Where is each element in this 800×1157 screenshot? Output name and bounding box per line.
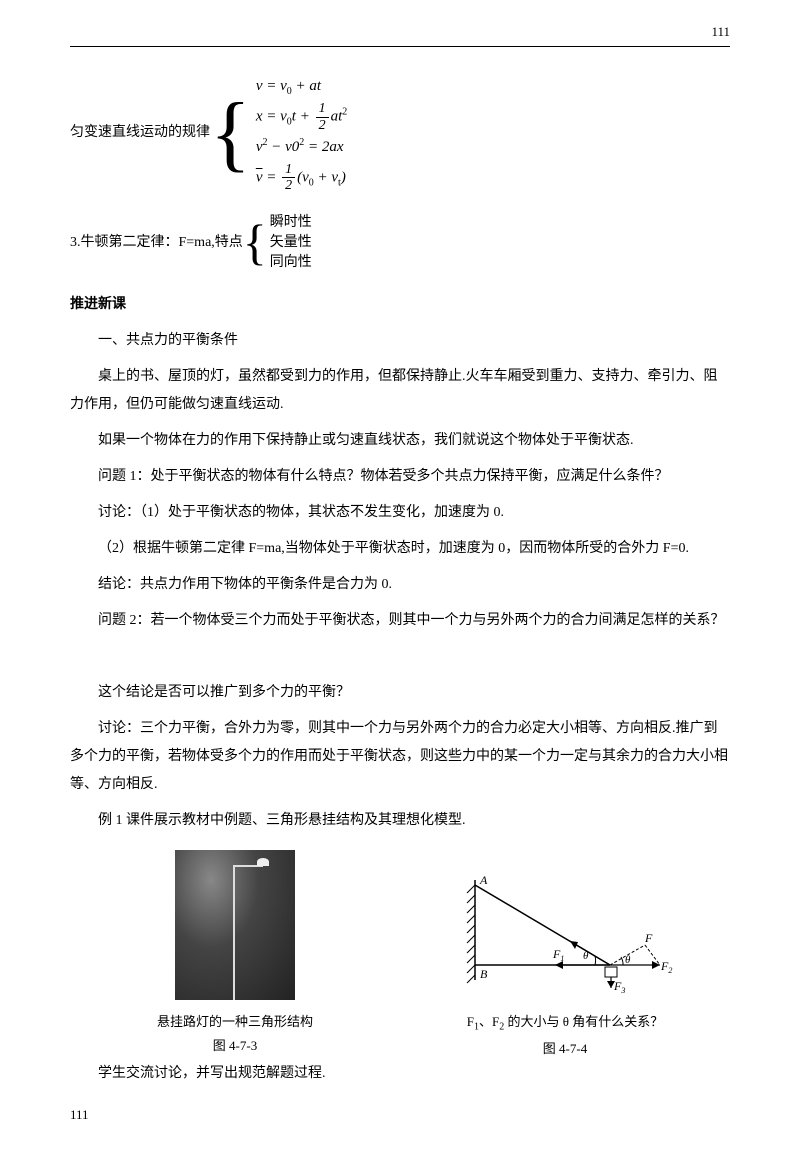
formula-4: v = 12(v0 + vt) — [256, 162, 347, 194]
section3-brace: { 瞬时性 矢量性 同向性 — [243, 213, 312, 272]
item-2: 矢量性 — [270, 233, 312, 253]
label-F3: F3 — [613, 979, 625, 995]
para-1: 一、共点力的平衡条件 — [70, 327, 730, 355]
small-brace-icon: { — [243, 213, 267, 272]
para-10: 讨论：三个力平衡，合外力为零，则其中一个力与另外两个力的合力必定大小相等、方向相… — [70, 715, 730, 799]
label-B: B — [480, 967, 488, 981]
para-spacer — [70, 643, 730, 671]
label-F2: F2 — [660, 959, 672, 975]
formula-2: x = v0t + 12at2 — [256, 101, 347, 133]
item-1: 瞬时性 — [270, 213, 312, 233]
label-F: F — [644, 931, 653, 945]
section-heading: 推进新课 — [70, 292, 730, 317]
para-8: 问题 2：若一个物体受三个力而处于平衡状态，则其中一个力与另外两个力的合力间满足… — [70, 607, 730, 635]
top-divider — [70, 46, 730, 47]
caption-right-1: F1、F2 的大小与 θ 角有什么关系？ — [417, 1010, 714, 1037]
formula-1: v = v0 + at — [256, 72, 347, 101]
caption-left: 悬挂路灯的一种三角形结构 图 4-7-3 — [87, 1010, 384, 1060]
label-theta1: θ — [583, 950, 589, 962]
caption-left-2: 图 4-7-3 — [87, 1034, 384, 1057]
newton-second-law: 3.牛顿第二定律：F=ma,特点 { 瞬时性 矢量性 同向性 — [70, 213, 730, 272]
section3-label: 3.牛顿第二定律：F=ma,特点 — [70, 230, 243, 255]
para-7: 结论：共点力作用下物体的平衡条件是合力为 0. — [70, 571, 730, 599]
lamp-head — [257, 858, 269, 866]
formula-list: v = v0 + at x = v0t + 12at2 v2 − v02 = 2… — [256, 67, 347, 198]
left-brace-icon: { — [210, 67, 251, 198]
formula-3: v2 − v02 = 2ax — [256, 133, 347, 162]
para-11: 例 1 课件展示教材中例题、三角形悬挂结构及其理想化模型. — [70, 807, 730, 835]
force-diagram: A B F F1 F2 F3 θ θ — [455, 870, 675, 1000]
para-12: 学生交流讨论，并写出规范解题过程. — [70, 1060, 730, 1088]
section3-items: 瞬时性 矢量性 同向性 — [270, 213, 312, 272]
figure-row: A B F F1 F2 F3 θ θ — [70, 850, 730, 1000]
figure-right: A B F F1 F2 F3 θ θ — [417, 870, 714, 1000]
page-number-top: 111 — [70, 20, 730, 43]
label-theta2: θ — [625, 954, 631, 966]
caption-row: 悬挂路灯的一种三角形结构 图 4-7-3 F1、F2 的大小与 θ 角有什么关系… — [70, 1010, 730, 1060]
para-2: 桌上的书、屋顶的灯，虽然都受到力的作用，但都保持静止.火车车厢受到重力、支持力、… — [70, 363, 730, 419]
kinematics-formulas: 匀变速直线运动的规律 { v = v0 + at x = v0t + 12at2… — [70, 67, 730, 198]
para-9: 这个结论是否可以推广到多个力的平衡？ — [70, 679, 730, 707]
label-A: A — [479, 873, 488, 887]
caption-right: F1、F2 的大小与 θ 角有什么关系？ 图 4-7-4 — [417, 1010, 714, 1060]
formula-brace-group: { v = v0 + at x = v0t + 12at2 v2 − v02 =… — [210, 67, 347, 198]
caption-left-1: 悬挂路灯的一种三角形结构 — [87, 1010, 384, 1033]
figure-left — [87, 850, 384, 1000]
page-number-bottom: 111 — [70, 1103, 730, 1126]
formula-intro-text: 匀变速直线运动的规律 — [70, 120, 210, 145]
lamp-pole — [233, 865, 235, 1000]
para-6: （2）根据牛顿第二定律 F=ma,当物体处于平衡状态时，加速度为 0，因而物体所… — [70, 535, 730, 563]
lamp-photo — [175, 850, 295, 1000]
label-F1: F1 — [552, 947, 564, 963]
para-4: 问题 1：处于平衡状态的物体有什么特点？物体若受多个共点力保持平衡，应满足什么条… — [70, 463, 730, 491]
para-3: 如果一个物体在力的作用下保持静止或匀速直线状态，我们就说这个物体处于平衡状态. — [70, 427, 730, 455]
caption-right-2: 图 4-7-4 — [417, 1037, 714, 1060]
lamp-bg — [175, 850, 295, 1000]
diagram-svg: A B F F1 F2 F3 θ θ — [455, 870, 675, 1000]
item-3: 同向性 — [270, 253, 312, 273]
para-5: 讨论：（1）处于平衡状态的物体，其状态不发生变化，加速度为 0. — [70, 499, 730, 527]
